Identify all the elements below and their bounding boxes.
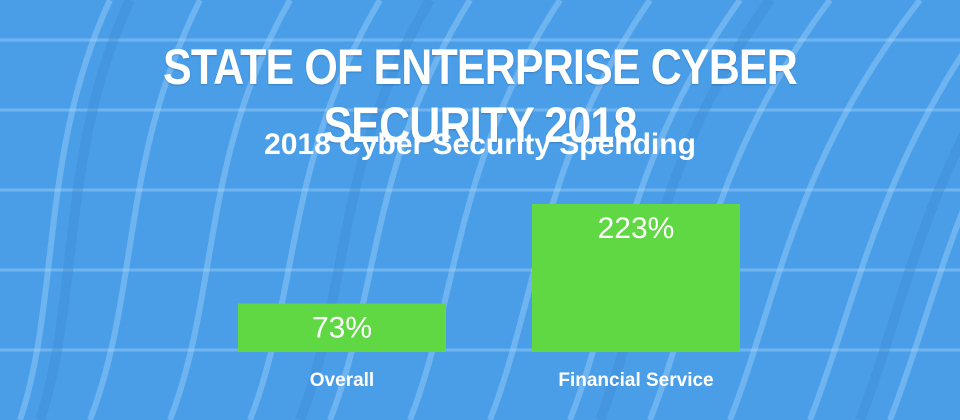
category-label-1: Financial Service <box>558 370 713 391</box>
category-label-0: Overall <box>310 370 374 391</box>
chart-title: 2018 Cyber Security Spending <box>264 128 696 161</box>
bar-value-label-0: 73% <box>312 312 372 345</box>
bar-1 <box>532 204 740 352</box>
bar-0 <box>238 303 446 352</box>
page-headline: STATE OF ENTERPRISE CYBER SECURITY 2018 <box>163 39 798 153</box>
bar-value-label-1: 223% <box>598 212 675 245</box>
